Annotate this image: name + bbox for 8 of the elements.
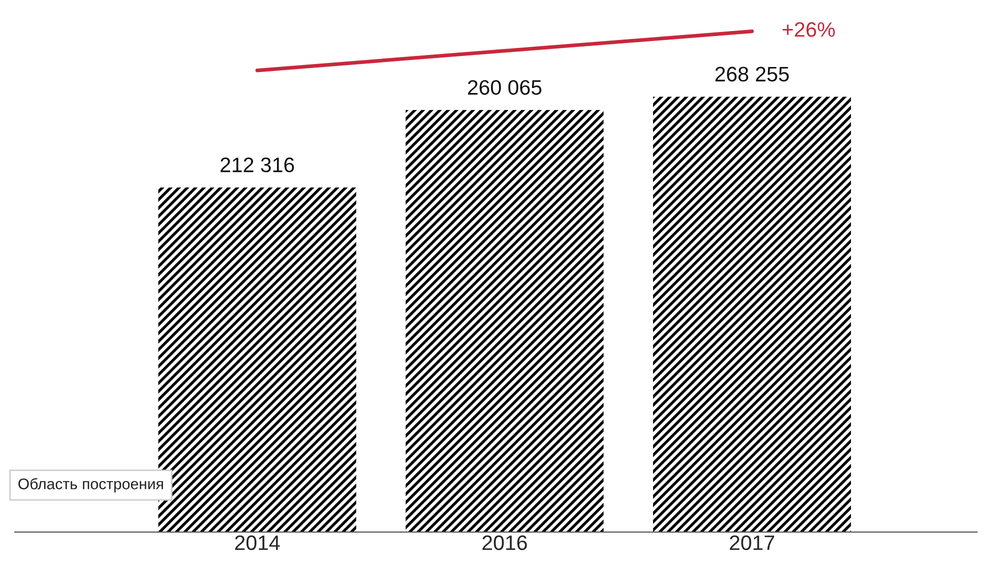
data-label: 268 255 — [715, 66, 789, 82]
annotation: Область построения — [18, 478, 163, 492]
annotation: +26% — [782, 22, 835, 37]
x-tick-label: 2016 — [482, 535, 527, 550]
x-tick-label: 2014 — [235, 535, 280, 550]
x-tick-label: 2017 — [730, 535, 774, 550]
data-label: 260 065 — [468, 80, 542, 95]
data-label: 212 316 — [220, 158, 294, 172]
